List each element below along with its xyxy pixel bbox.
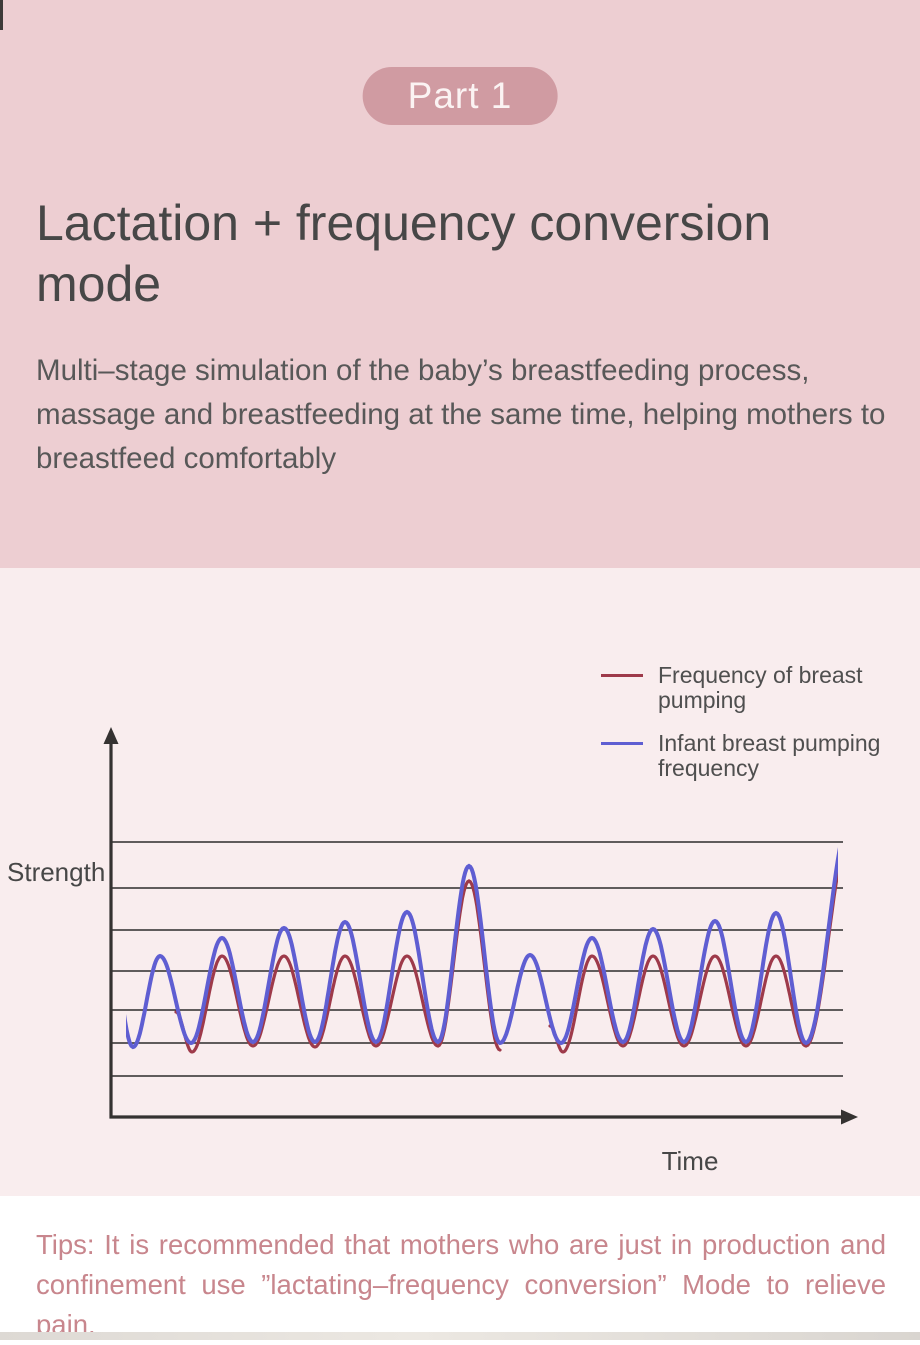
tips-text: Tips: It is recommended that mothers who… (36, 1229, 886, 1340)
blue-line-swatch-icon (601, 742, 643, 745)
red-line-swatch-icon (601, 674, 643, 677)
tips-section: Tips: It is recommended that mothers who… (0, 1196, 920, 1340)
legend-label: Frequency of breast pumping (658, 662, 863, 713)
hero-section: Part 1 Lactation + frequency conversion … (0, 0, 920, 568)
page-description: Multi–stage simulation of the baby’s bre… (36, 354, 886, 475)
page-title: Lactation + frequency conversion mode (36, 195, 772, 312)
chart-legend: Frequency of breast pumping Infant breas… (601, 663, 912, 799)
legend-item-frequency-of-breast-pumping: Frequency of breast pumping (601, 663, 912, 712)
y-axis-label: Strength (7, 857, 106, 887)
x-axis-label: Time (661, 1146, 719, 1176)
legend-item-infant-breast-pumping-frequency: Infant breast pumping frequency (601, 731, 912, 780)
wave-chart (103, 727, 858, 1125)
corner-mark (0, 0, 3, 30)
legend-label: Infant breast pumping frequency (658, 730, 881, 781)
chart-section: Frequency of breast pumping Infant breas… (0, 568, 920, 1196)
part-badge: Part 1 (362, 67, 558, 125)
bottom-strip (0, 1332, 920, 1340)
